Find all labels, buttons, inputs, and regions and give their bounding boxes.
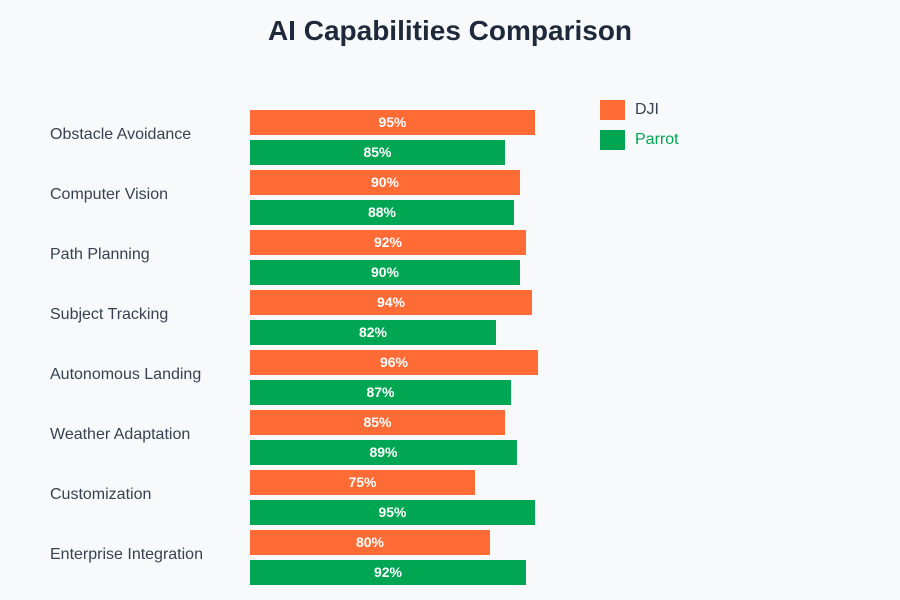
bar-dji (250, 290, 532, 315)
bar-parrot (250, 380, 511, 405)
category-label: Enterprise Integration (50, 546, 203, 563)
bar-value-label: 89% (369, 444, 398, 460)
category-label: Weather Adaptation (50, 426, 190, 443)
bar-parrot (250, 200, 514, 225)
legend-swatch-parrot (600, 130, 625, 150)
bar-value-label: 85% (363, 144, 392, 160)
bar-dji (250, 410, 505, 435)
bar-parrot (250, 440, 517, 465)
category-label: Subject Tracking (50, 306, 168, 323)
bar-value-label: 92% (374, 564, 403, 580)
bar-value-label: 95% (378, 504, 407, 520)
bar-parrot (250, 260, 520, 285)
bar-parrot (250, 560, 526, 585)
bar-value-label: 94% (377, 294, 406, 310)
bar-value-label: 95% (378, 114, 407, 130)
bar-value-label: 87% (366, 384, 395, 400)
bar-dji (250, 470, 475, 495)
bar-parrot (250, 500, 535, 525)
legend: DJI Parrot (600, 100, 679, 150)
bars-layer: Obstacle Avoidance 95% 85% Computer Vision 9… (50, 110, 538, 585)
legend-label-parrot: Parrot (635, 131, 679, 148)
bar-value-label: 82% (359, 324, 388, 340)
bar-parrot (250, 140, 505, 165)
bar-value-label: 80% (356, 534, 385, 550)
bar-parrot (250, 320, 496, 345)
bar-value-label: 85% (363, 414, 392, 430)
chart-title: AI Capabilities Comparison (268, 15, 632, 46)
bar-dji (250, 530, 490, 555)
category-label: Obstacle Avoidance (50, 126, 191, 143)
bar-value-label: 96% (380, 354, 409, 370)
category-label: Customization (50, 486, 151, 503)
bar-value-label: 88% (368, 204, 397, 220)
category-label: Path Planning (50, 246, 150, 263)
legend-swatch-dji (600, 100, 625, 120)
bar-value-label: 75% (348, 474, 377, 490)
category-label: Autonomous Landing (50, 366, 201, 383)
category-label: Computer Vision (50, 186, 168, 203)
bar-dji (250, 230, 526, 255)
bar-dji (250, 110, 535, 135)
bar-value-label: 90% (371, 264, 400, 280)
bar-value-label: 92% (374, 234, 403, 250)
bar-value-label: 90% (371, 174, 400, 190)
bar-dji (250, 170, 520, 195)
legend-label-dji: DJI (635, 101, 659, 118)
bar-dji (250, 350, 538, 375)
